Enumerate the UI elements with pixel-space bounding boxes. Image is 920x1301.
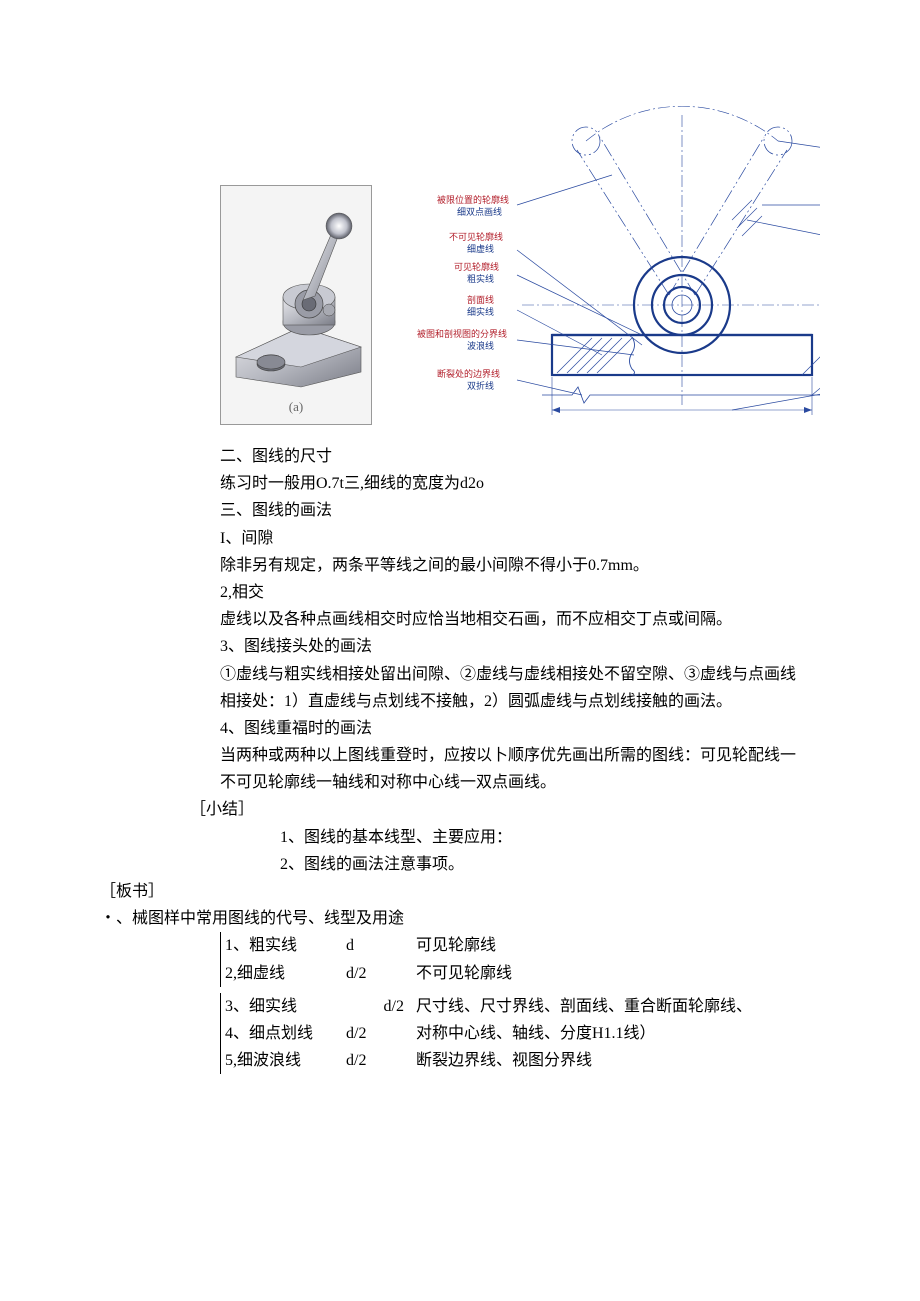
boardbook-title: ・、械图样中常用图线的代号、线型及用途 xyxy=(100,905,820,932)
figure-b-svg: 被限位置的轮廓线 细双点画线 不可见轮廓线 细虚线 可见轮廓线 粗实线 剖面线 … xyxy=(382,95,820,425)
svg-text:剖面线: 剖面线 xyxy=(467,294,494,305)
section-3: 三、图线的画法 I、间隙 除非另有规定，两条平等线之间的最小间隙不得小于0.7m… xyxy=(220,497,810,796)
item-3-title: 3、图线接头处的画法 xyxy=(220,633,810,660)
item-2-body: 虚线以及各种点画线相交时应恰当地相交石画，而不应相交丁点或间隔。 xyxy=(220,606,810,633)
cell-use: 断裂边界线、视图分界线 xyxy=(416,1047,820,1074)
summary-label: ［小结］ xyxy=(190,796,810,823)
svg-text:被图和剖视图的分界线: 被图和剖视图的分界线 xyxy=(417,328,507,339)
item-1-title: I、间隙 xyxy=(220,525,810,552)
svg-text:断裂处的边界线: 断裂处的边界线 xyxy=(437,368,500,379)
figure-row: (a) xyxy=(220,95,820,425)
cell-d: d/2 xyxy=(346,1020,416,1047)
table-row: 4、细点划线 d/2 对称中心线、轴线、分度H1.1线） xyxy=(220,1020,820,1047)
table-row: 3、细实线 d/2 尺寸线、尺寸界线、剖面线、重合断面轮廓线、 xyxy=(220,993,820,1020)
svg-text:细双点画线: 细双点画线 xyxy=(457,206,502,217)
svg-text:细实线: 细实线 xyxy=(467,306,494,317)
boardbook-label: ［板书］ xyxy=(100,878,820,905)
svg-text:不可见轮廓线: 不可见轮廓线 xyxy=(449,231,503,242)
cell-use: 可见轮廓线 xyxy=(416,932,820,959)
boardbook-block: ［板书］ ・、械图样中常用图线的代号、线型及用途 xyxy=(100,878,820,932)
cell-name: 2,细虚线 xyxy=(221,960,346,987)
cell-name: 1、粗实线 xyxy=(221,932,346,959)
section-3-title: 三、图线的画法 xyxy=(220,497,810,524)
cell-d: d/2 xyxy=(346,960,416,987)
figure-a-3d-part: (a) xyxy=(220,185,372,425)
cell-name: 4、细点划线 xyxy=(221,1020,346,1047)
svg-text:粗实线: 粗实线 xyxy=(467,273,494,284)
svg-text:波浪线: 波浪线 xyxy=(467,340,494,351)
summary-item-2: 2、图线的画法注意事项。 xyxy=(280,851,820,878)
cell-use: 尺寸线、尺寸界线、剖面线、重合断面轮廓线、 xyxy=(416,993,820,1020)
section-2-body: 练习时一般用O.7t三,细线的宽度为d2o xyxy=(220,470,810,497)
cell-use: 不可见轮廓线 xyxy=(416,960,820,987)
cell-d: d/2 xyxy=(346,1047,416,1074)
section-2: 二、图线的尺寸 练习时一般用O.7t三,细线的宽度为d2o xyxy=(220,443,810,497)
cell-use: 对称中心线、轴线、分度H1.1线） xyxy=(416,1020,820,1047)
svg-text:双折线: 双折线 xyxy=(467,380,494,391)
cell-name: 5,细波浪线 xyxy=(221,1047,346,1074)
figure-b-drawing: 被限位置的轮廓线 细双点画线 不可见轮廓线 细虚线 可见轮廓线 粗实线 剖面线 … xyxy=(382,95,820,425)
figure-a-caption: (a) xyxy=(289,396,303,418)
item-1-body: 除非另有规定，两条平等线之间的最小间隙不得小于0.7mm。 xyxy=(220,552,810,579)
cell-d: d/2 xyxy=(346,993,416,1020)
item-3-body: ①虚线与粗实线相接处留出间隙、②虚线与虚线相接处不留空隙、③虚线与点画线相接处：… xyxy=(220,661,810,715)
line-type-table: 1、粗实线 d 可见轮廓线 2,细虚线 d/2 不可见轮廓线 3、细实线 d/2… xyxy=(220,932,820,1074)
summary-block: ［小结］ xyxy=(190,796,810,823)
table-row: 5,细波浪线 d/2 断裂边界线、视图分界线 xyxy=(220,1047,820,1074)
section-2-title: 二、图线的尺寸 xyxy=(220,443,810,470)
cell-name: 3、细实线 xyxy=(221,993,346,1020)
summary-item-1: 1、图线的基本线型、主要应用： xyxy=(280,824,820,851)
item-2-title: 2,相交 xyxy=(220,579,810,606)
item-4-body: 当两种或两种以上图线重登时，应按以卜顺序优先画出所需的图线：可见轮配线一不可见轮… xyxy=(220,742,810,796)
table-row: 2,细虚线 d/2 不可见轮廓线 xyxy=(220,960,820,987)
svg-text:细虚线: 细虚线 xyxy=(467,243,494,254)
table-row: 1、粗实线 d 可见轮廓线 xyxy=(220,932,820,959)
item-4-title: 4、图线重福时的画法 xyxy=(220,715,810,742)
svg-text:可见轮廓线: 可见轮廓线 xyxy=(454,261,499,272)
svg-text:被限位置的轮廓线: 被限位置的轮廓线 xyxy=(437,194,509,205)
cell-d: d xyxy=(346,932,416,959)
figure-a-svg xyxy=(221,192,371,392)
